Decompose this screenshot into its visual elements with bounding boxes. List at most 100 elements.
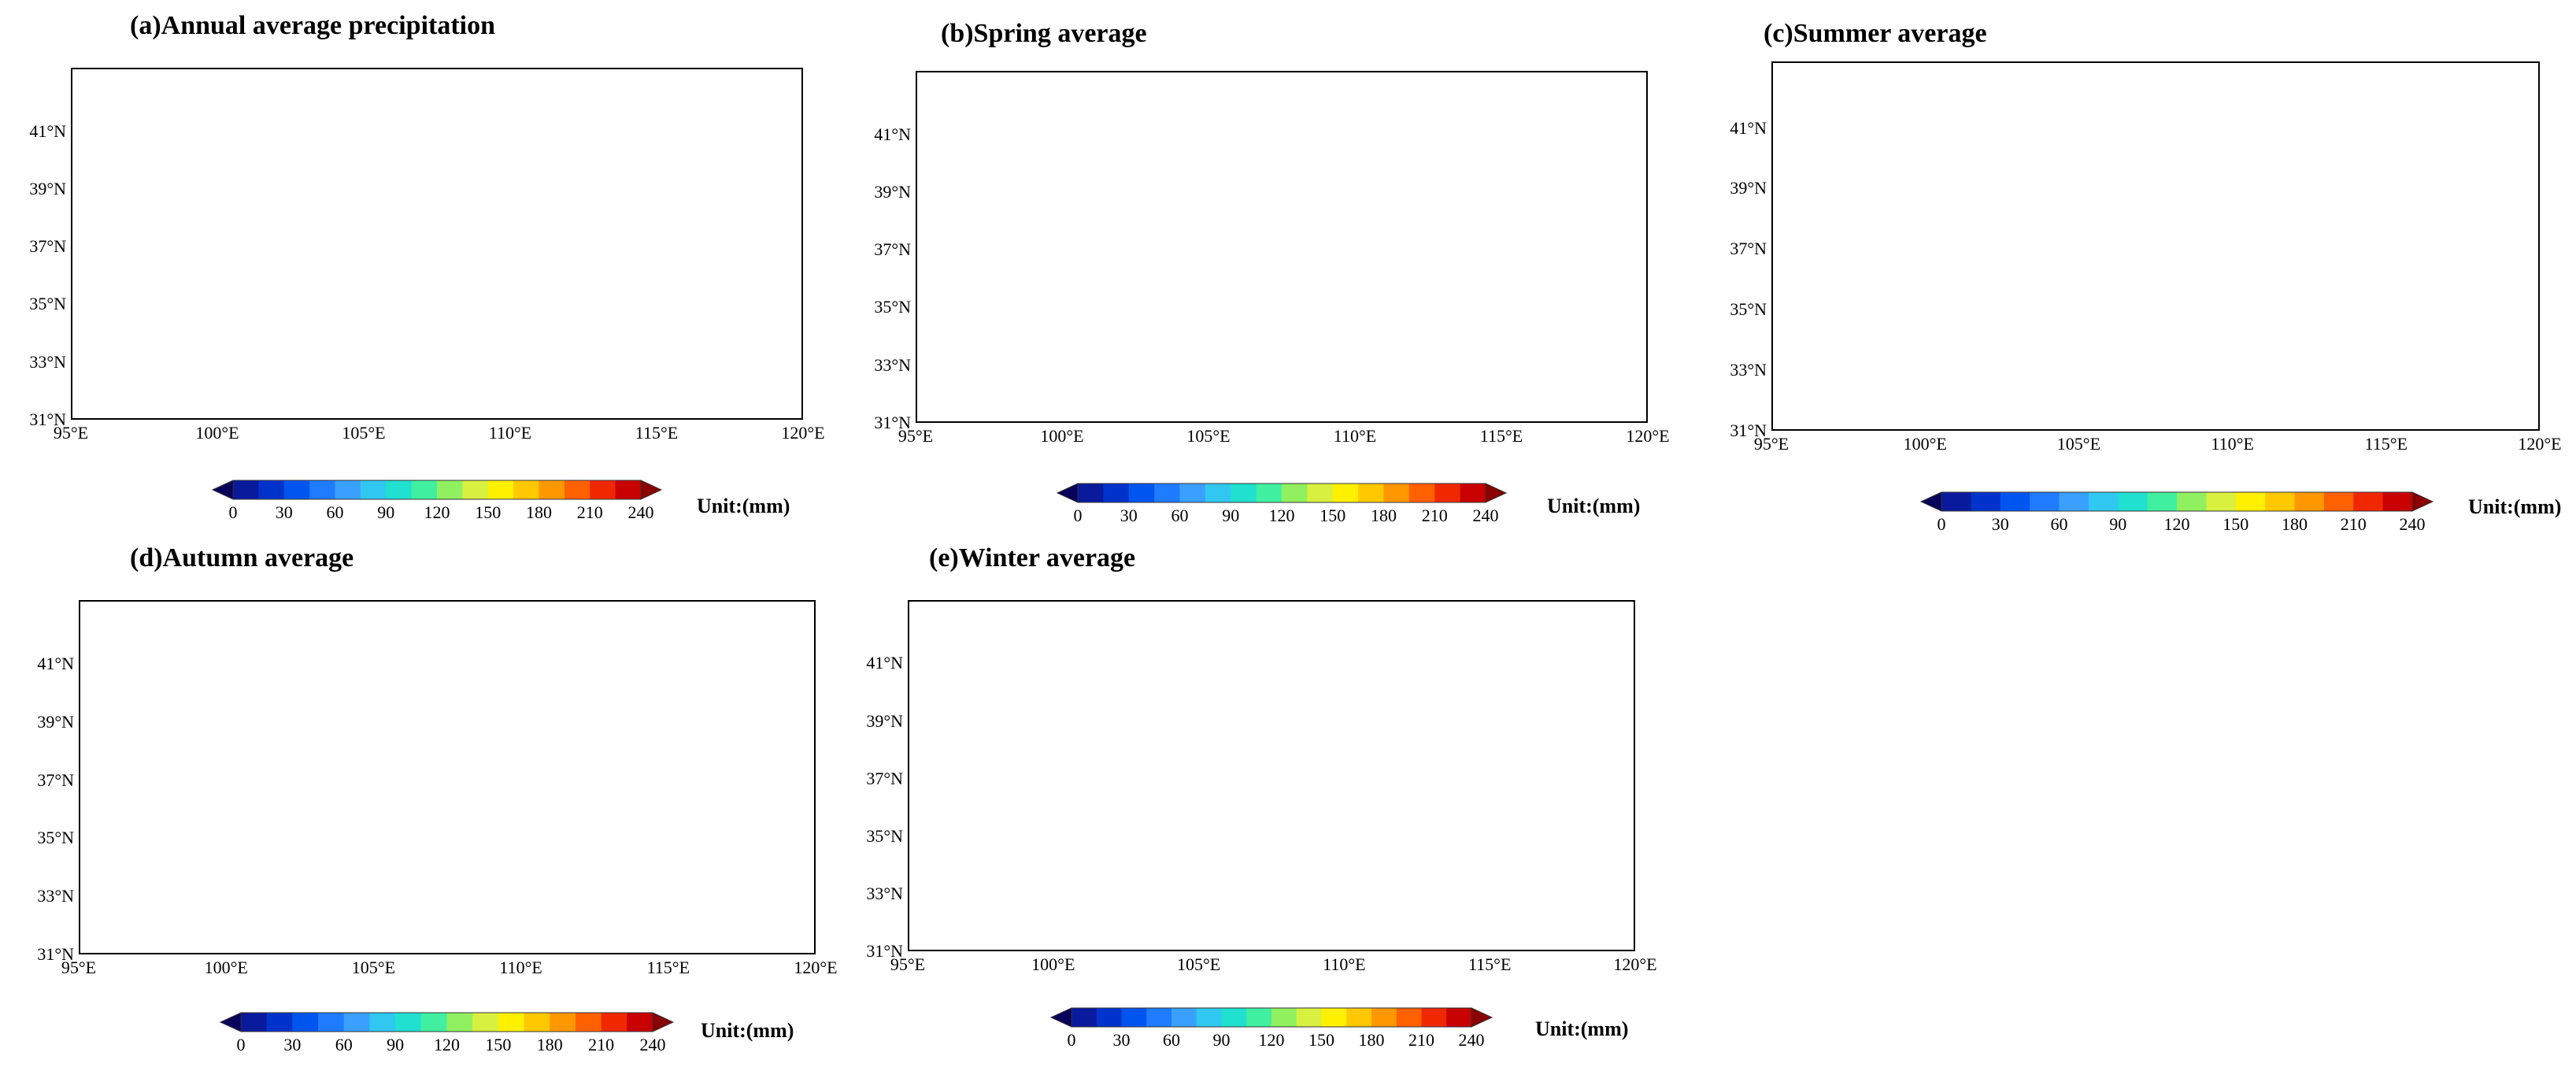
lat-tick-label: 41°N	[1730, 117, 1767, 138]
lat-tick-label: 35°N	[29, 294, 66, 314]
colorbar-swatch	[1296, 1008, 1322, 1027]
precip-field-b	[917, 72, 1646, 421]
colorbar-swatch	[1408, 484, 1435, 502]
colorbar-swatch	[1121, 1008, 1147, 1027]
lon-tick-label: 110°E	[2211, 434, 2254, 454]
lat-tick-label: 37°N	[1730, 239, 1767, 259]
lon-tick-label: 100°E	[195, 423, 239, 443]
colorbar-swatch	[2059, 492, 2089, 511]
lat-tick-label: 33°N	[866, 883, 903, 903]
lon-tick-label: 95°E	[890, 954, 926, 974]
colorbar-swatch	[309, 480, 335, 499]
colorbar-swatch	[1179, 484, 1206, 502]
colorbar-swatch	[395, 1013, 422, 1032]
colorbar-tick-label: 120	[1258, 1030, 1285, 1050]
colorbar-arrow-high	[652, 1012, 675, 1032]
lon-tick-label: 115°E	[1479, 426, 1523, 446]
map-e	[908, 600, 1635, 951]
colorbar-swatch	[1282, 484, 1308, 502]
lon-tick-label: 120°E	[1626, 426, 1670, 446]
colorbar-swatch	[575, 1013, 602, 1032]
lon-tick-label: 105°E	[1186, 426, 1231, 446]
colorbar-swatch	[1246, 1008, 1272, 1027]
lat-tick-label: 39°N	[29, 178, 66, 198]
colorbar-tick-label: 90	[2109, 514, 2127, 534]
colorbar-tick-label: 240	[627, 502, 654, 522]
colorbar-swatch	[360, 480, 387, 499]
colorbar-swatch	[472, 1013, 499, 1032]
colorbar-swatch	[2206, 492, 2237, 511]
precip-field-c	[1773, 63, 2538, 429]
lon-tick-label: 105°E	[342, 423, 386, 443]
colorbar-arrow-high	[2411, 491, 2434, 512]
colorbar-swatch	[1071, 1008, 1097, 1027]
lon-tick-label: 100°E	[1903, 434, 1947, 454]
colorbar-tick-label: 0	[1937, 514, 1946, 534]
map-c	[1771, 61, 2540, 431]
colorbar-tick-label: 60	[335, 1035, 353, 1054]
colorbar-swatch	[1971, 492, 2001, 511]
colorbar-arrow-low	[1919, 491, 1942, 512]
colorbar-swatch	[241, 1013, 268, 1032]
panel-title-d: (d)Autumn average	[130, 543, 354, 572]
colorbar-tick-label: 0	[228, 502, 238, 522]
colorbar-tick-label: 210	[2340, 514, 2367, 534]
map-a	[71, 68, 803, 420]
colorbar-swatch	[292, 1013, 319, 1032]
colorbar-tick-label: 60	[2050, 514, 2068, 534]
colorbar-tick-label: 240	[1458, 1030, 1485, 1050]
colorbar-tick-label: 240	[639, 1035, 666, 1054]
lat-tick-label: 39°N	[866, 710, 903, 731]
colorbar-swatch	[258, 480, 285, 499]
colorbar-tick-label: 120	[434, 1035, 460, 1054]
colorbar-tick-label: 90	[1212, 1030, 1231, 1050]
lon-tick-label: 115°E	[635, 423, 679, 443]
colorbar-swatch	[2323, 492, 2354, 511]
lon-tick-label: 110°E	[1333, 426, 1377, 446]
colorbar-swatch	[601, 1013, 627, 1032]
lat-tick-label: 35°N	[1730, 299, 1767, 320]
lat-tick-label: 37°N	[29, 236, 66, 257]
colorbar-swatch	[1332, 484, 1359, 502]
colorbar-tick-label: 90	[387, 1035, 405, 1054]
colorbar	[219, 1012, 675, 1032]
lat-tick-label: 31°N	[874, 413, 911, 432]
colorbar-arrow-high	[640, 480, 663, 500]
colorbar-swatch	[2088, 492, 2119, 511]
colorbar-swatch	[539, 480, 565, 499]
colorbar-swatch	[590, 480, 616, 499]
colorbar-tick-label: 30	[1112, 1030, 1131, 1050]
lon-tick-label: 100°E	[204, 958, 248, 977]
map-d	[79, 600, 816, 954]
colorbar-tick-label: 30	[1120, 506, 1138, 525]
colorbar-tick-label: 150	[475, 502, 502, 522]
lat-tick-label: 39°N	[1730, 178, 1767, 198]
colorbar-swatch	[615, 480, 642, 499]
colorbar-swatch	[1358, 484, 1384, 502]
colorbar-swatch	[386, 480, 413, 499]
colorbar-unit-label: Unit:(mm)	[2468, 495, 2562, 518]
colorbar-tick-label: 30	[283, 1035, 302, 1054]
colorbar-swatch	[2177, 492, 2207, 511]
colorbar-unit-label: Unit:(mm)	[701, 1019, 794, 1042]
colorbar-swatch	[1383, 484, 1410, 502]
lat-tick-label: 31°N	[1730, 421, 1767, 440]
colorbar-tick-label: 30	[1991, 514, 2009, 534]
colorbar-tick-label: 150	[1319, 506, 1346, 525]
colorbar-tick-label: 180	[2282, 514, 2308, 534]
lat-tick-label: 37°N	[866, 768, 903, 788]
colorbar-swatch	[1154, 484, 1180, 502]
colorbar-swatch	[1321, 1008, 1347, 1027]
colorbar-arrow-low	[211, 480, 234, 500]
colorbar-tick-label: 150	[2223, 514, 2249, 534]
colorbar	[1919, 491, 2434, 512]
colorbar-swatch	[233, 480, 259, 499]
colorbar-swatch	[1371, 1008, 1397, 1027]
colorbar-swatch	[2030, 492, 2060, 511]
colorbar-swatch	[1941, 492, 1971, 511]
colorbar-swatch	[1307, 484, 1334, 502]
colorbar-swatch	[1103, 484, 1130, 502]
lat-tick-label: 33°N	[29, 351, 66, 372]
colorbar-tick-label: 60	[1171, 506, 1189, 525]
colorbar-swatch	[1421, 1008, 1447, 1027]
